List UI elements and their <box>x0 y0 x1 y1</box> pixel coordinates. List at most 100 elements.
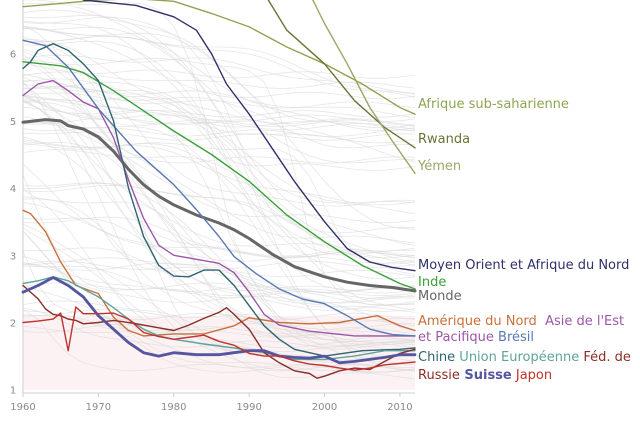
series-line <box>22 284 416 379</box>
series-label-line: Afrique sub-saharienne <box>418 97 569 112</box>
series-line <box>21 276 417 365</box>
series-label-line: Russie Suisse Japon <box>418 368 552 383</box>
y-tick-label: 5 <box>10 117 16 128</box>
series-label: Amérique du Nord <box>418 314 537 329</box>
background-country-line <box>22 251 416 321</box>
background-country-line <box>22 95 416 118</box>
series-label: Japon <box>512 368 552 383</box>
background-country-line <box>22 308 416 325</box>
background-country-line <box>22 48 416 207</box>
x-tick-label: 1990 <box>236 402 261 413</box>
background-country-line <box>22 174 416 297</box>
background-country-line <box>22 282 416 313</box>
background-country-line <box>22 196 416 346</box>
background-country-line <box>22 257 416 350</box>
y-tick-label: 4 <box>10 184 16 195</box>
background-country-line <box>22 40 416 291</box>
background-country-line <box>22 325 416 373</box>
series-line <box>22 39 416 337</box>
background-country-line <box>22 78 416 214</box>
series-line <box>22 43 416 357</box>
series-label-line: et Pacifique Brésil <box>418 330 534 345</box>
background-country-line <box>22 106 416 129</box>
series-label: Russie <box>418 368 460 383</box>
series-label: Monde <box>418 289 462 304</box>
background-country-line <box>22 14 416 362</box>
series-line <box>22 306 416 371</box>
background-country-line <box>22 101 416 127</box>
background-country-line <box>22 35 416 98</box>
background-country-line <box>22 85 416 118</box>
background-country-line <box>22 149 416 275</box>
x-tick-label: 1980 <box>161 402 186 413</box>
background-country-line <box>22 9 416 132</box>
background-country-line <box>22 265 416 293</box>
background-country-line <box>22 20 416 204</box>
axes: 1960 1970 1980 1990 2000 2010 1 2 3 4 5 6 <box>10 0 415 413</box>
background-country-line <box>22 57 416 306</box>
background-country-line <box>22 201 416 259</box>
series-label: Inde <box>418 275 446 290</box>
y-tick-label: 6 <box>10 50 16 61</box>
series-label: Chine <box>418 350 455 365</box>
x-tick-label: 2010 <box>387 402 412 413</box>
series-label: Rwanda <box>418 132 470 147</box>
series-label: Moyen Orient et Afrique du Nord <box>418 258 629 273</box>
background-country-line <box>22 260 416 271</box>
x-tick-label: 2000 <box>312 402 337 413</box>
series-line <box>22 209 416 337</box>
series-end-labels: Afrique sub-saharienne Rwanda Yémen Moyen O… <box>417 97 631 383</box>
y-tick-label: 3 <box>10 251 16 262</box>
background-country-line <box>22 141 416 259</box>
background-country-line <box>22 163 416 264</box>
background-country-line <box>22 54 416 95</box>
series-label-line: Inde <box>418 275 446 290</box>
series-label-line: Yémen <box>417 159 461 174</box>
background-country-line <box>22 322 416 333</box>
series-line <box>21 118 417 293</box>
background-country-line <box>22 310 416 335</box>
background-country-line <box>22 307 416 348</box>
series-label: Suisse <box>460 368 512 383</box>
background-country-line <box>22 127 416 137</box>
background-country-line <box>22 25 416 131</box>
x-tick-label: 1960 <box>10 402 35 413</box>
series-label: et Pacifique <box>418 330 494 345</box>
y-tick-label: 1 <box>10 386 16 397</box>
background-country-line <box>22 230 416 304</box>
background-country-line <box>22 83 416 341</box>
series-line <box>267 0 416 149</box>
background-country-line <box>22 142 416 265</box>
series-line <box>22 61 416 290</box>
background-country-line <box>22 117 416 149</box>
series-label: Féd. de <box>579 350 631 365</box>
background-country-line <box>22 38 416 126</box>
series-label: Asie de l'Est <box>537 314 624 329</box>
background-country-line <box>22 16 416 256</box>
series-line <box>312 0 416 174</box>
background-country-line <box>22 120 415 368</box>
series-label: Union Européenne <box>455 350 579 365</box>
background-country-line <box>22 217 416 311</box>
background-country-line <box>22 98 416 252</box>
background-country-line <box>22 182 416 343</box>
background-country-line <box>22 98 416 263</box>
series-label: Afrique sub-saharienne <box>418 97 569 112</box>
background-country-line <box>22 63 416 79</box>
background-country-line <box>22 71 416 89</box>
x-tick-label: 1970 <box>86 402 111 413</box>
series-line <box>22 79 416 337</box>
highlighted-series <box>21 0 417 379</box>
background-country-line <box>22 116 416 344</box>
series-label-line: Chine Union Européenne Féd. de <box>418 350 631 365</box>
background-country-line <box>22 94 416 171</box>
background-country-line <box>22 308 416 372</box>
series-label-line: Amérique du Nord Asie de l'Est <box>418 314 624 329</box>
series-label-line: Rwanda <box>418 132 470 147</box>
series-label-line: Monde <box>418 289 462 304</box>
series-label-line: Moyen Orient et Afrique du Nord <box>418 258 629 273</box>
background-country-line <box>22 2 416 246</box>
background-country-line <box>22 262 416 299</box>
series-label: Brésil <box>494 330 534 345</box>
